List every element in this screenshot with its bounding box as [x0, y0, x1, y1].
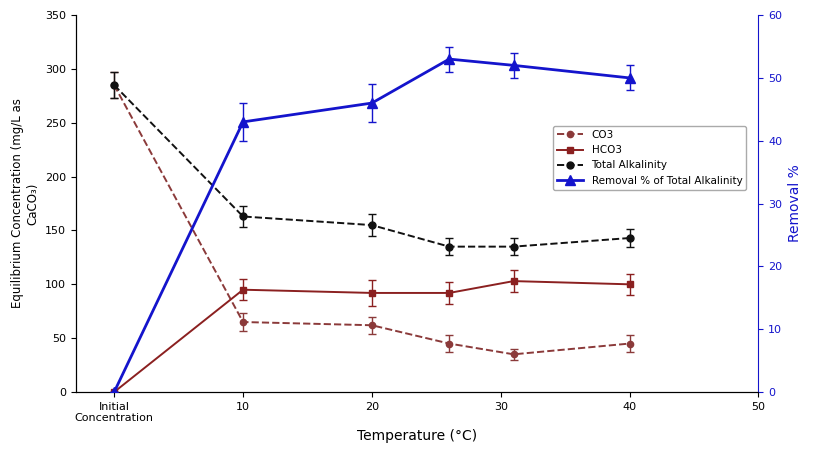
X-axis label: Temperature (°C): Temperature (°C)	[357, 429, 477, 443]
Legend: CO3, HCO3, Total Alkalinity, Removal % of Total Alkalinity: CO3, HCO3, Total Alkalinity, Removal % o…	[553, 126, 746, 190]
Y-axis label: Equilibrium Concentration (mg/L as
CaCO₃): Equilibrium Concentration (mg/L as CaCO₃…	[11, 99, 39, 309]
Y-axis label: Removal %: Removal %	[788, 165, 802, 242]
